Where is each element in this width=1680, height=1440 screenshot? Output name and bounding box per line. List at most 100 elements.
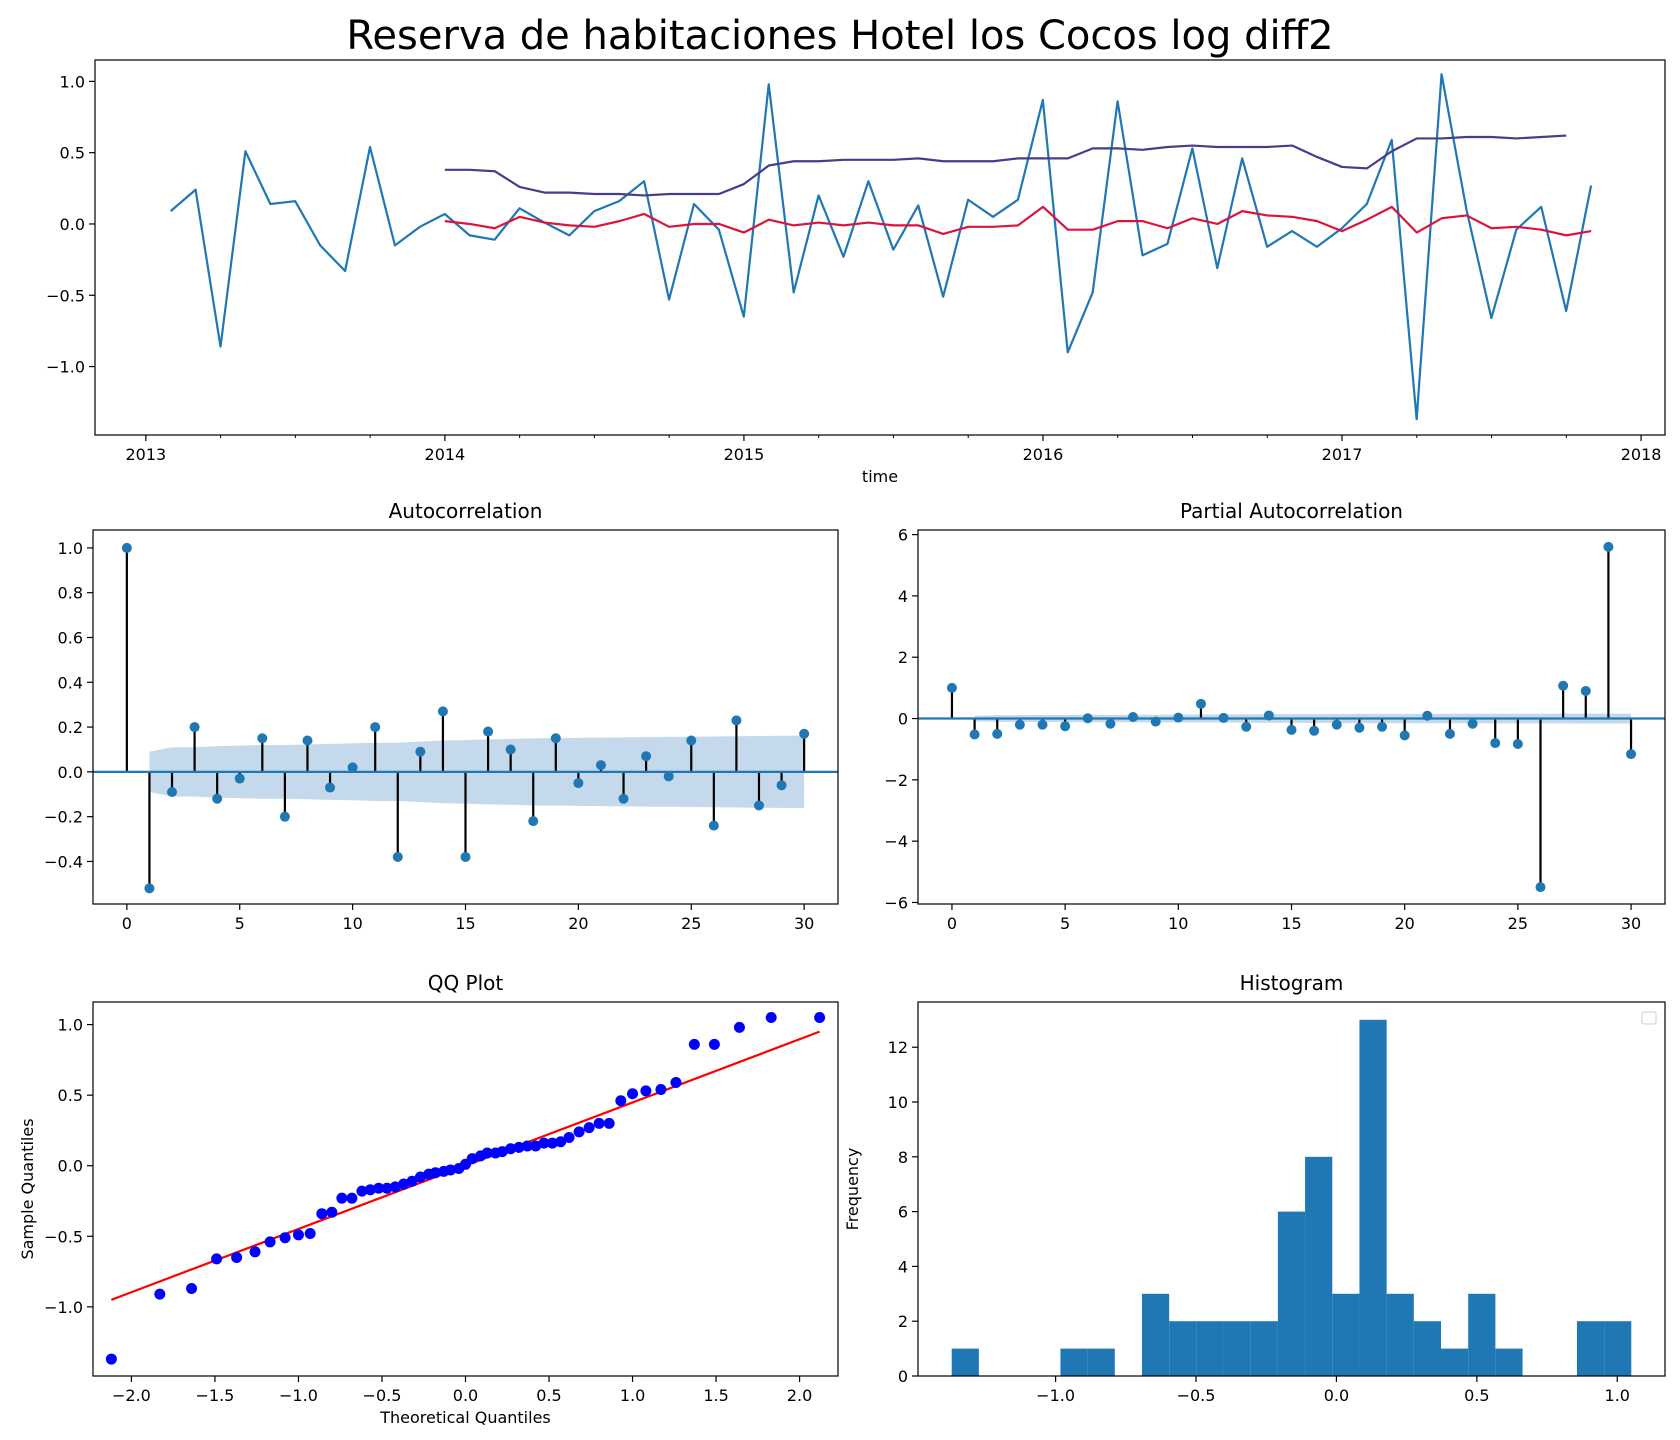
qq-point — [326, 1206, 338, 1218]
pacf-marker — [1150, 716, 1161, 727]
qq-point — [583, 1122, 595, 1134]
histogram-bar — [1576, 1321, 1605, 1376]
qq-point — [231, 1251, 243, 1263]
pacf-ytick-label: 0 — [898, 710, 908, 729]
qq-point — [733, 1021, 745, 1033]
acf-marker — [257, 733, 268, 744]
timeseries-xtick-label: 2017 — [1322, 445, 1363, 464]
pacf-marker — [1060, 721, 1071, 732]
timeseries-xtick-label: 2015 — [724, 445, 765, 464]
acf-marker — [528, 816, 539, 827]
pacf-marker — [1241, 721, 1252, 732]
qq-xtick-label: 2.0 — [787, 1386, 812, 1405]
histogram-bar — [1359, 1019, 1387, 1376]
qq-ytick-label: 1.0 — [58, 1016, 83, 1035]
acf-xtick-label: 5 — [235, 914, 245, 933]
qq-point — [513, 1141, 525, 1153]
pacf-xtick-label: 25 — [1508, 914, 1528, 933]
qq-point — [615, 1095, 627, 1107]
timeseries-xtick-label: 2016 — [1023, 445, 1064, 464]
histogram-bar — [1277, 1211, 1306, 1376]
qq-point — [346, 1192, 358, 1204]
histogram-bar — [1332, 1293, 1360, 1376]
qq-point — [546, 1137, 558, 1149]
acf-marker — [167, 787, 178, 798]
pacf-marker — [1309, 725, 1320, 736]
pacf-marker — [1354, 722, 1365, 733]
qq-point — [264, 1236, 276, 1248]
pacf-ytick-label: 6 — [898, 526, 908, 545]
pacf-marker — [946, 682, 957, 693]
qq-plot: QQ Plot −2.0 −1.5 −1.0 −0.5 0.0 0.5 1.0 1.5 2.0 −1… — [18, 971, 839, 1427]
acf-marker — [189, 722, 200, 733]
histogram-bar — [1141, 1293, 1170, 1376]
qq-point — [444, 1164, 456, 1176]
histogram-bar — [1413, 1321, 1442, 1376]
acf-marker — [573, 778, 584, 789]
qq-point — [211, 1253, 223, 1265]
acf-xtick-label: 15 — [455, 914, 475, 933]
pacf-marker — [1558, 680, 1569, 691]
pacf-xtick-label: 0 — [947, 914, 957, 933]
acf-marker — [799, 728, 810, 739]
acf-marker — [663, 771, 674, 782]
qq-point — [292, 1229, 304, 1241]
pacf-marker — [1444, 728, 1455, 739]
pacf-xtick-label: 30 — [1621, 914, 1641, 933]
acf-plot: Autocorrelation 0 5 10 15 20 25 30 −0.4 −0.2 0.0 0.… — [44, 499, 839, 933]
qq-point — [538, 1137, 550, 1149]
acf-marker — [370, 722, 381, 733]
pacf-marker — [1128, 712, 1139, 722]
pacf-marker — [1399, 730, 1410, 741]
pacf-marker — [992, 728, 1003, 739]
pacf-marker — [1218, 712, 1229, 723]
acf-marker — [347, 762, 358, 773]
qq-point — [336, 1192, 348, 1204]
acf-marker — [460, 851, 471, 862]
timeseries-xtick-label: 2014 — [425, 445, 466, 464]
histogram-bar — [1169, 1321, 1197, 1376]
acf-marker — [392, 851, 403, 862]
acf-marker — [437, 706, 448, 717]
pacf-marker — [969, 729, 980, 740]
pacf-xtick-label: 15 — [1281, 914, 1301, 933]
acf-frame — [92, 529, 839, 905]
histogram-frame — [917, 1001, 1666, 1377]
qq-xtick-label: −1.0 — [279, 1386, 318, 1405]
timeseries-rolling-mean-line — [444, 205, 1592, 237]
histogram-bar — [1604, 1321, 1632, 1376]
acf-marker — [595, 760, 606, 771]
pacf-marker — [1014, 719, 1025, 730]
pacf-marker — [1331, 719, 1342, 730]
acf-ytick-label: 0.0 — [58, 763, 83, 782]
histogram-bar — [1223, 1321, 1251, 1376]
acf-xtick-label: 20 — [568, 914, 588, 933]
acf-xtick-label: 30 — [794, 914, 814, 933]
pacf-marker — [1467, 718, 1478, 729]
acf-title: Autocorrelation — [389, 499, 543, 523]
pacf-marker — [1195, 698, 1206, 709]
qq-point — [279, 1232, 291, 1244]
acf-marker — [483, 726, 494, 737]
pacf-marker — [1286, 724, 1297, 735]
qq-point — [414, 1171, 426, 1183]
qq-xtick-label: 0.0 — [453, 1386, 478, 1405]
pacf-marker — [1490, 738, 1501, 749]
qq-xtick-label: 1.5 — [703, 1386, 728, 1405]
qq-xtick-label: −1.5 — [196, 1386, 235, 1405]
qq-point — [481, 1147, 493, 1159]
histogram-ytick-label: 6 — [898, 1203, 908, 1222]
acf-xtick-label: 10 — [342, 914, 362, 933]
qq-xtick-label: −2.0 — [112, 1386, 151, 1405]
acf-xtick-label: 25 — [681, 914, 701, 933]
acf-marker — [776, 780, 787, 791]
acf-marker — [144, 883, 155, 894]
qq-point — [627, 1088, 639, 1100]
acf-marker — [325, 782, 336, 793]
acf-ytick-label: −0.2 — [44, 808, 83, 827]
histogram-bar — [1468, 1293, 1496, 1376]
qq-point — [640, 1085, 652, 1097]
histogram-xtick-label: 0.0 — [1324, 1386, 1349, 1405]
